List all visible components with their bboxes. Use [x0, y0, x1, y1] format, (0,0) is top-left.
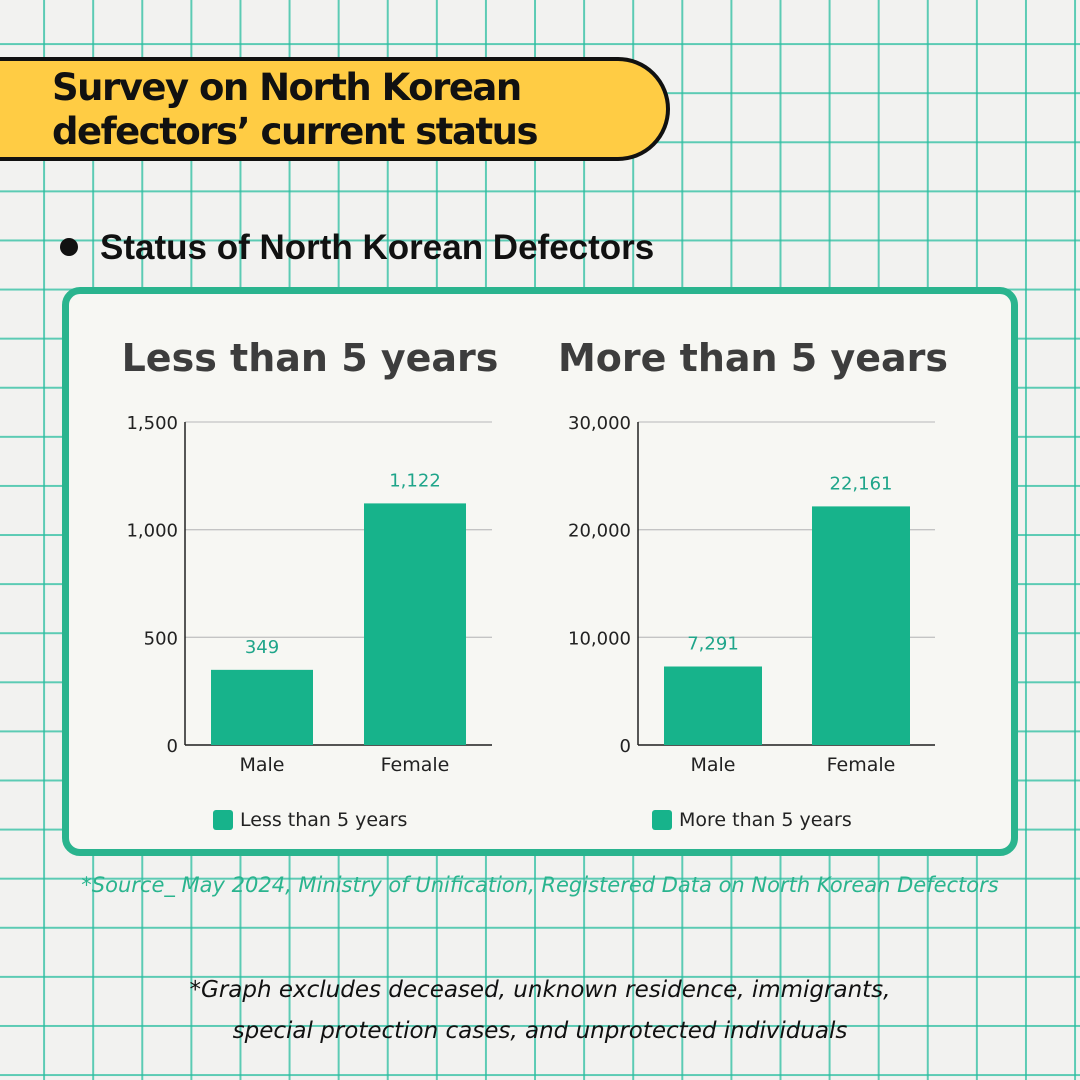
chart-1-title: Less than 5 years [122, 336, 499, 380]
chart-1-data-label: 349 [245, 637, 279, 658]
chart-2-bar-female [812, 506, 910, 745]
page-title-line-1: Survey on North Korean [52, 66, 522, 109]
chart-panel [62, 287, 1018, 856]
chart-2-data-label: 22,161 [830, 473, 893, 494]
footnote-line-2: special protection cases, and unprotecte… [232, 1018, 848, 1044]
chart-2-title: More than 5 years [558, 336, 948, 380]
chart-1-x-tick-label: Male [239, 754, 284, 776]
chart-1-legend-label: Less than 5 years [240, 809, 407, 831]
chart-2-y-tick-label: 20,000 [568, 521, 631, 542]
chart-2-y-tick-label: 30,000 [568, 413, 631, 434]
chart-1-y-tick-label: 1,000 [126, 521, 178, 542]
chart-2-data-label: 7,291 [687, 634, 739, 655]
chart-2-legend-label: More than 5 years [679, 809, 852, 831]
chart-1-x-tick-label: Female [381, 754, 450, 776]
source-note: *Source_ May 2024, Ministry of Unificati… [81, 873, 999, 897]
chart-2-x-tick-label: Male [690, 754, 735, 776]
chart-2-legend-swatch [652, 810, 672, 830]
bullet-icon [60, 238, 78, 256]
chart-1-bar-male [211, 669, 313, 745]
page-title-line-2: defectors’ current status [52, 110, 539, 153]
footnote: *Graph excludes deceased, unknown reside… [0, 970, 1080, 1052]
chart-1-bar-female [364, 503, 466, 745]
chart-1-y-tick-label: 1,500 [126, 413, 178, 434]
chart-2-y-tick-label: 10,000 [568, 628, 631, 649]
page-title: Survey on North Korean defectors’ curren… [52, 66, 652, 154]
title-banner [0, 57, 670, 161]
footnote-line-1: *Graph excludes deceased, unknown reside… [189, 977, 891, 1003]
chart-2-x-tick-label: Female [827, 754, 896, 776]
chart-1-legend-swatch [213, 810, 233, 830]
chart-1-y-tick-label: 500 [144, 628, 178, 649]
chart-2-y-tick-label: 0 [620, 736, 631, 757]
chart-2-bar-male [664, 666, 762, 745]
section-heading: Status of North Korean Defectors [100, 228, 655, 267]
chart-1-y-tick-label: 0 [167, 736, 178, 757]
chart-1-data-label: 1,122 [389, 470, 441, 491]
